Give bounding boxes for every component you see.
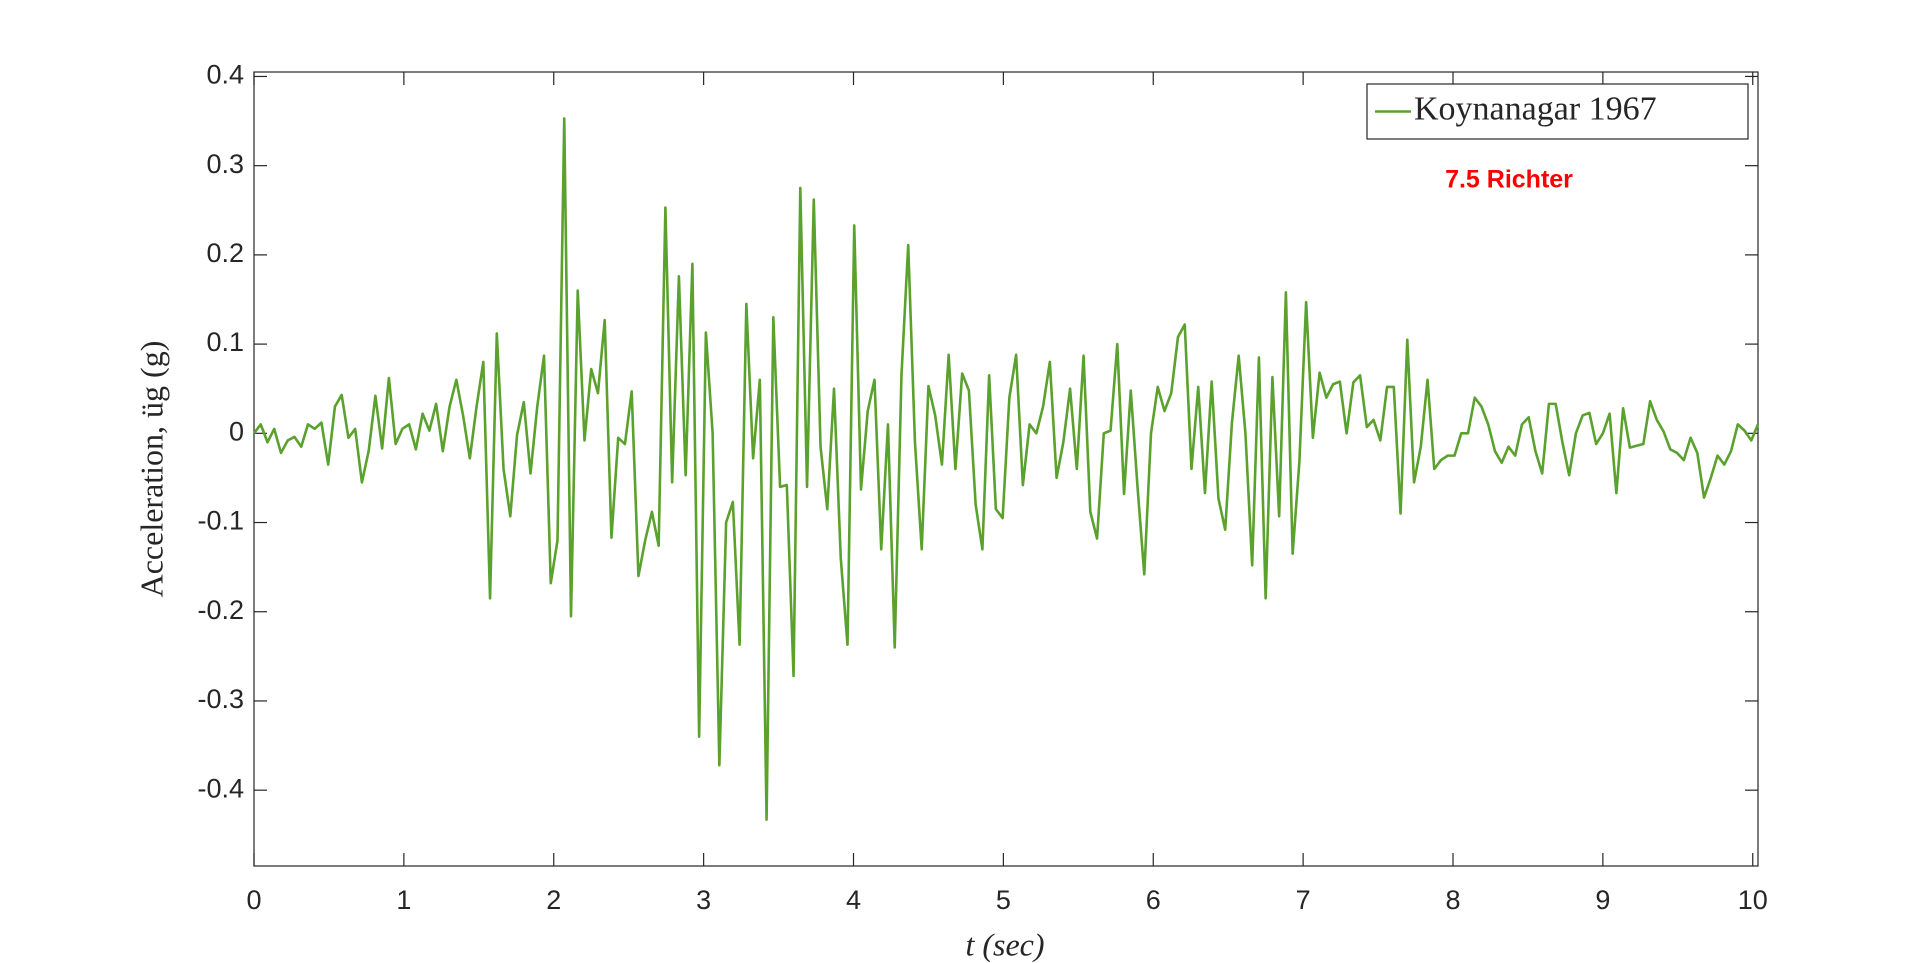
x-tick-label: 10 <box>1738 885 1768 915</box>
annotation: 7.5 Richter <box>1445 166 1573 194</box>
y-tick-label: -0.1 <box>197 506 244 536</box>
x-tick-label: 2 <box>546 885 561 915</box>
y-tick-label: -0.3 <box>197 684 244 714</box>
legend-box <box>1366 83 1749 140</box>
y-tick-label: 0.3 <box>206 149 244 179</box>
y-tick-label: 0.4 <box>206 60 244 90</box>
x-tick-label: 8 <box>1445 885 1460 915</box>
x-tick-label: 7 <box>1296 885 1311 915</box>
x-tick-label: 6 <box>1146 885 1161 915</box>
y-tick-label: 0.1 <box>206 327 244 357</box>
x-tick-label: 9 <box>1595 885 1610 915</box>
y-tick-label: 0 <box>229 416 244 446</box>
legend-label: Koynanagar 1967 <box>1414 90 1657 127</box>
x-tick-label: 1 <box>396 885 411 915</box>
x-tick-label: 4 <box>846 885 861 915</box>
x-tick-label: 5 <box>996 885 1011 915</box>
y-axis-label: Acceleration, üg (g) <box>133 341 169 598</box>
x-axis-label: t (sec) <box>965 926 1044 962</box>
y-tick-label: -0.2 <box>197 595 244 625</box>
y-tick-label: -0.4 <box>197 773 244 803</box>
x-tick-label: 0 <box>246 885 261 915</box>
y-tick-label: 0.2 <box>206 238 244 268</box>
data-line <box>252 117 1760 821</box>
x-tick-label: 3 <box>696 885 711 915</box>
